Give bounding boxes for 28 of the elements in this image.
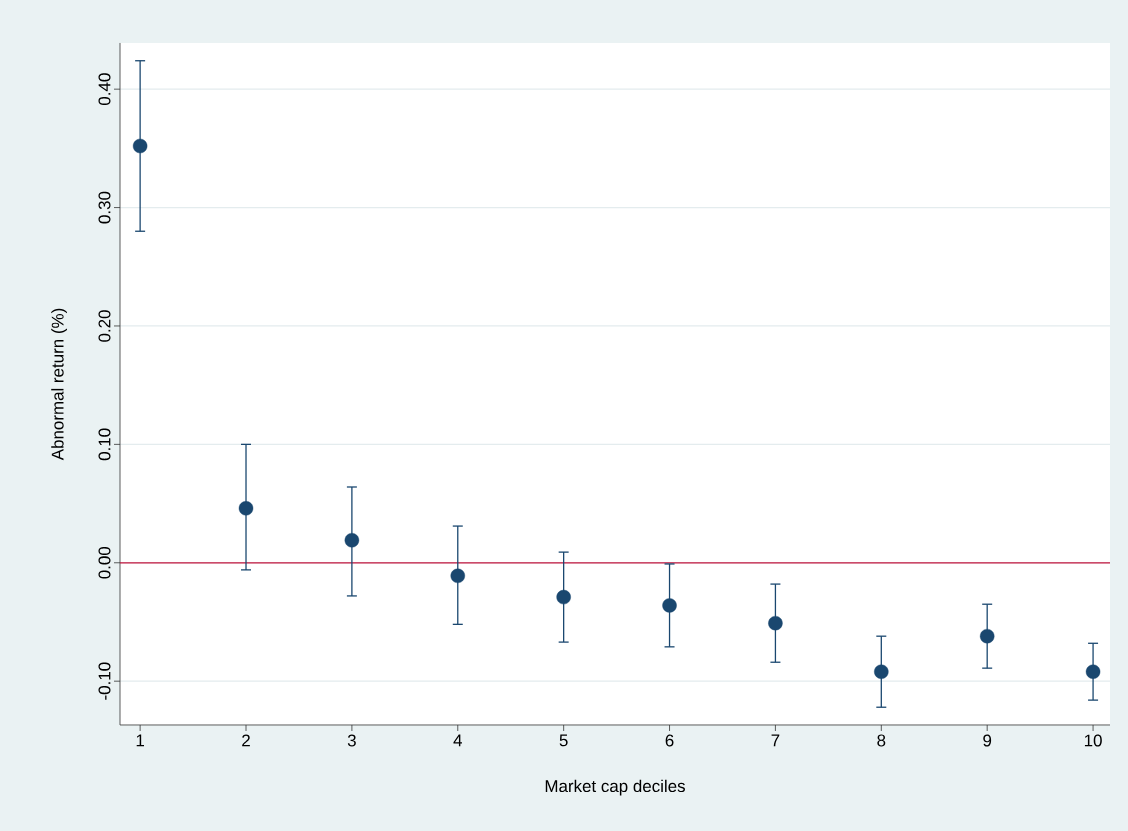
point (344, 533, 360, 548)
point (874, 664, 889, 679)
x-tick-label: 4 (453, 734, 462, 747)
x-tick-label: 6 (665, 734, 674, 747)
point (662, 598, 677, 613)
y-axis-title: Abnormal return (%) (51, 308, 67, 461)
y-tick-label: 0.30 (98, 191, 111, 224)
x-tick-label: 3 (347, 734, 356, 747)
point (450, 568, 465, 583)
y-tick-label: 0.20 (98, 310, 111, 342)
x-tick-label: 5 (559, 734, 568, 747)
y-tick-label: 0.10 (98, 428, 111, 461)
x-tick-label: 9 (983, 734, 992, 747)
point (768, 615, 783, 631)
point (556, 589, 571, 605)
point (238, 501, 254, 516)
point (979, 628, 995, 644)
x-tick-label: 1 (136, 734, 145, 747)
point (132, 138, 148, 154)
x-tick-label: 7 (771, 734, 780, 747)
y-tick-label: 0.40 (98, 73, 111, 105)
x-tick-label: 10 (1084, 734, 1102, 747)
x-tick-label: 8 (877, 734, 886, 747)
x-tick-label: 2 (242, 734, 250, 747)
y-tick-label: -0.10 (98, 662, 111, 700)
point (1085, 664, 1101, 679)
y-tick-label: 0.00 (98, 546, 111, 579)
x-axis-title: Market cap deciles (545, 779, 685, 796)
